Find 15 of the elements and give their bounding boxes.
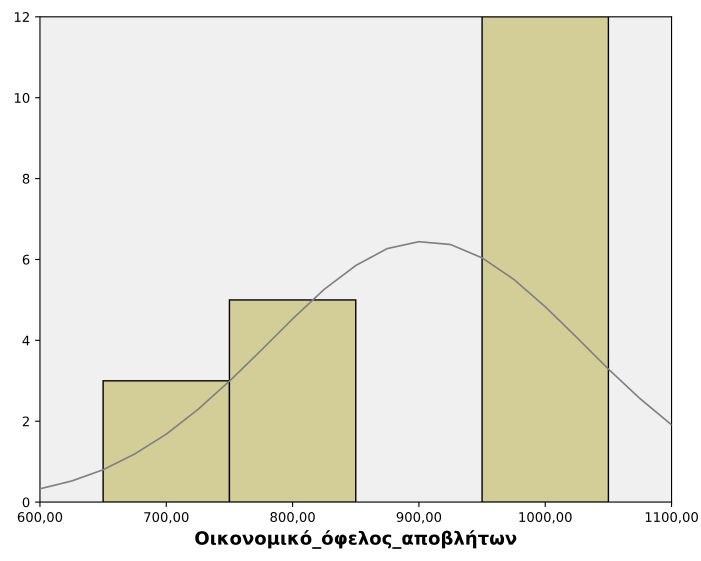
y-tick-label: 10 [14, 92, 30, 103]
y-tick-label: 12 [14, 12, 29, 22]
y-tick-label: 4 [22, 336, 30, 346]
y-tick-label: 2 [22, 416, 29, 426]
y-tick-label: 8 [22, 174, 30, 184]
x-axis-title: Οικονομικό_όφελος_αποβλήτων [195, 530, 516, 549]
x-tick-label: 1000,00 [519, 512, 572, 524]
x-tick-label: 1100,00 [646, 512, 698, 524]
x-tick-label: 600,00 [18, 512, 62, 524]
y-tick-label: 0 [22, 497, 30, 508]
line-series [40, 240, 672, 490]
x-tick-label: 900,00 [396, 512, 442, 524]
x-tick-label: 800,00 [270, 512, 315, 524]
x-tick-label: 700,00 [144, 512, 188, 524]
y-tick-label: 6 [22, 254, 30, 265]
